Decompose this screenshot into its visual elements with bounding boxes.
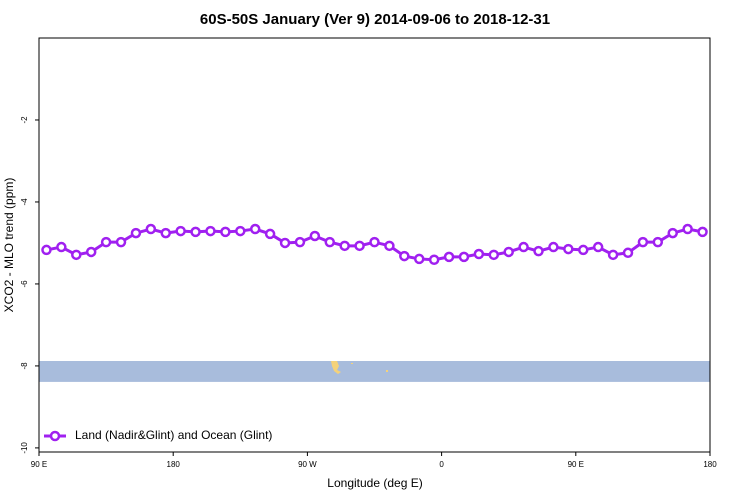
- y-tick-label: -10: [20, 442, 29, 454]
- plot-frame: [38, 37, 711, 453]
- y-tick-label: -2: [20, 116, 29, 124]
- data-point: [324, 236, 336, 248]
- data-point: [399, 250, 410, 262]
- y-tick-label: -4: [20, 198, 29, 206]
- legend-label: Land (Nadir&Glint) and Ocean (Glint): [75, 428, 272, 442]
- data-point: [428, 254, 440, 266]
- data-point: [279, 237, 291, 249]
- data-point: [384, 240, 395, 252]
- data-point: [354, 240, 365, 252]
- y-tick-label: -8: [20, 362, 29, 370]
- data-point: [235, 225, 246, 237]
- data-point: [563, 243, 574, 255]
- x-tick-label: 180: [167, 460, 181, 469]
- ocean-band: [39, 361, 710, 382]
- land: [351, 363, 353, 364]
- data-point: [130, 227, 142, 239]
- data-point: [518, 241, 529, 253]
- data-point: [682, 223, 693, 235]
- data-point: [160, 227, 171, 239]
- data-point: [458, 251, 470, 263]
- data-point: [309, 230, 321, 242]
- data-point: [637, 236, 649, 248]
- data-point: [667, 227, 678, 239]
- data-point: [622, 247, 634, 259]
- data-point: [503, 246, 514, 258]
- x-tick-label: 90 E: [568, 460, 584, 469]
- y-axis-label: XCO2 - MLO trend (ppm): [2, 178, 16, 313]
- x-tick-label: 180: [703, 460, 717, 469]
- data-point: [145, 223, 157, 235]
- data-point: [488, 249, 500, 261]
- data-point: [473, 248, 485, 260]
- data-point: [652, 236, 664, 248]
- land: [386, 370, 388, 372]
- data-point: [294, 236, 306, 248]
- legend-marker: [49, 430, 61, 442]
- data-point: [205, 225, 216, 237]
- data-point: [71, 249, 82, 261]
- data-point: [607, 249, 619, 261]
- data-point: [190, 226, 201, 238]
- data-point: [443, 251, 455, 263]
- data-point: [413, 253, 425, 265]
- data-point: [175, 225, 186, 237]
- data-point: [41, 244, 52, 256]
- data-point: [697, 226, 708, 238]
- x-tick-label: 90 E: [31, 460, 47, 469]
- data-point: [369, 236, 380, 248]
- data-point: [533, 245, 544, 257]
- data-point: [100, 236, 112, 248]
- data-point: [548, 241, 559, 253]
- data-point: [220, 226, 231, 238]
- data-point: [578, 244, 589, 256]
- x-tick-label: 90 W: [298, 460, 317, 469]
- x-tick-label: 0: [439, 460, 444, 469]
- x-axis-label: Longitude (deg E): [327, 476, 422, 490]
- data-point: [339, 240, 350, 252]
- data-point: [264, 228, 276, 240]
- land: [331, 361, 341, 374]
- data-point: [115, 236, 127, 248]
- data-point: [85, 246, 97, 258]
- y-tick-label: -6: [20, 280, 29, 288]
- data-point: [249, 223, 261, 235]
- data-point: [56, 241, 67, 253]
- data-point: [592, 241, 604, 253]
- chart-title: 60S-50S January (Ver 9) 2014-09-06 to 20…: [200, 11, 550, 28]
